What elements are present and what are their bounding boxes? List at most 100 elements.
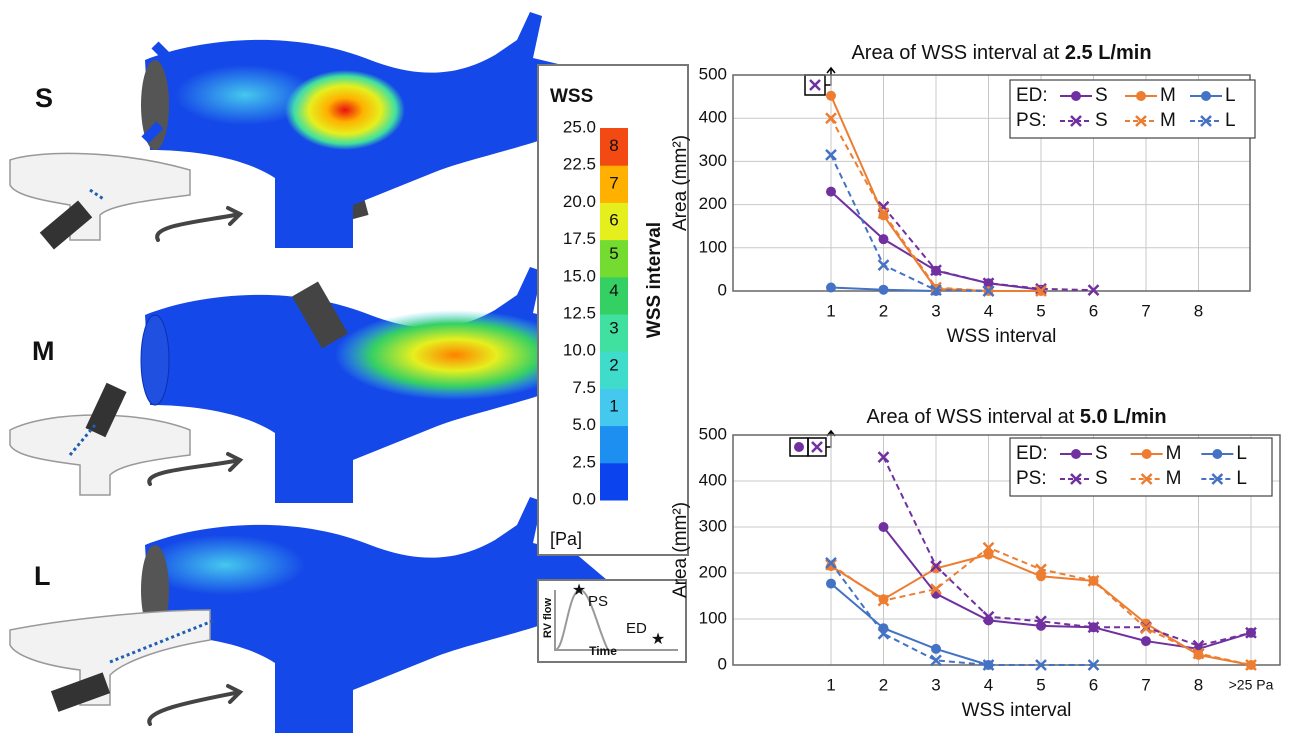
colorbar-segment xyxy=(600,202,628,241)
data-point xyxy=(1035,282,1047,295)
data-point xyxy=(982,541,995,554)
data-point xyxy=(877,451,890,463)
line-chart: Area of WSS interval at 5.0 L/min 0 100 200… xyxy=(670,406,1281,721)
series-line xyxy=(882,206,1094,292)
interval-label: 7 xyxy=(609,173,618,192)
x-tick-label: 3 xyxy=(931,675,940,694)
data-point xyxy=(878,234,889,245)
data-point xyxy=(1036,571,1046,582)
data-point xyxy=(930,654,942,667)
y-tick-label: 100 xyxy=(699,237,727,256)
legend: ED: S M L PS: S M L xyxy=(1009,79,1256,139)
data-point xyxy=(1087,574,1100,587)
colorbar-segment xyxy=(600,276,628,315)
colorbar-tick-label: 2.5 xyxy=(572,452,596,471)
x-tick-label: 2 xyxy=(879,301,888,320)
x-tick-label: 7 xyxy=(1141,301,1150,320)
flow-y-label: RV flow xyxy=(542,597,554,638)
x-tick-label: 5 xyxy=(1036,301,1045,320)
panel-label: M xyxy=(32,336,55,366)
legend-label: L xyxy=(1236,443,1247,464)
colorbar: 0.0 2.5 5.0 7.5 10.0 12.5 15.0 17.5 20.0 22.5 25.0… xyxy=(563,117,628,508)
plot-frame xyxy=(732,434,1281,666)
y-tick-label: 500 xyxy=(699,64,727,83)
data-point xyxy=(982,659,995,671)
x-tick-label: 3 xyxy=(931,301,940,320)
y-tick-label: 0 xyxy=(718,654,727,673)
legend-marker xyxy=(1211,473,1224,485)
flow-inset-frame xyxy=(537,579,687,663)
line-chart: Area of WSS interval at 2.5 L/min 0 100 200… xyxy=(670,42,1256,347)
data-point xyxy=(826,578,836,589)
vessel-render-s xyxy=(141,12,611,248)
data-point xyxy=(878,522,889,532)
interval-label: 3 xyxy=(609,318,618,337)
y-tick-label: 300 xyxy=(699,516,727,535)
star: ★ xyxy=(572,582,586,599)
colorbar-segment xyxy=(600,165,628,203)
legend: ED: S M L PS: S M L xyxy=(1009,437,1273,497)
interval-label: 8 xyxy=(609,136,618,155)
x-tick-label: >25 Pa xyxy=(1229,677,1274,693)
data-point xyxy=(931,643,941,654)
series-line xyxy=(830,582,989,666)
y-axis-label: Area (mm²) xyxy=(670,135,691,231)
legend-marker xyxy=(1140,473,1153,485)
colorbar-tick-label: 0.0 xyxy=(572,489,596,508)
data-point xyxy=(877,627,890,640)
legend-marker xyxy=(1070,473,1082,485)
title-text: Area of WSS interval at xyxy=(851,42,1064,64)
x-tick-label: 8 xyxy=(1194,675,1203,694)
data-point xyxy=(931,563,941,574)
series-line xyxy=(830,154,989,292)
data-point xyxy=(930,264,942,277)
overflow-indicator xyxy=(789,66,836,457)
panel-label: S xyxy=(35,83,53,113)
colorbar-tick-label: 5.0 xyxy=(572,415,596,434)
data-point xyxy=(826,90,836,101)
data-point xyxy=(1141,636,1151,647)
legend-frame xyxy=(1009,79,1256,139)
data-point xyxy=(930,583,942,595)
data-point xyxy=(1245,626,1257,639)
data-point xyxy=(878,284,889,295)
y-tick-label: 400 xyxy=(699,470,727,489)
legend-label: M xyxy=(1166,443,1182,464)
data-point xyxy=(930,284,942,297)
colorbar-tick-label: 17.5 xyxy=(563,229,596,248)
y-tick-label: 0 xyxy=(718,280,727,299)
vessel-render-m xyxy=(140,267,611,503)
legend-label: S xyxy=(1095,110,1108,131)
x-tick-label: 2 xyxy=(879,675,888,694)
legend-marker xyxy=(1071,91,1081,101)
title-text: Area of WSS interval at xyxy=(866,406,1079,428)
legend-label: S xyxy=(1095,443,1108,464)
data-point xyxy=(1087,284,1100,297)
model-thumbnails xyxy=(9,152,216,712)
flow-x-label: Time xyxy=(589,644,617,658)
x-axis-label: WSS interval xyxy=(962,700,1072,721)
flow-end-label: ED xyxy=(626,620,647,637)
legend-group-label: PS: xyxy=(1016,110,1047,131)
data-point xyxy=(983,549,994,560)
colorbar-title: WSS xyxy=(550,86,593,107)
colorbar-segment xyxy=(600,128,628,166)
x-axis-label: WSS interval xyxy=(947,326,1057,347)
legend-marker xyxy=(1201,91,1211,101)
colorbar-segment xyxy=(600,388,628,427)
data-point xyxy=(825,149,837,161)
colorbar-segment xyxy=(600,425,628,464)
legend-marker xyxy=(1200,115,1212,127)
colorbar-tick-label: 20.0 xyxy=(563,192,596,211)
data-point xyxy=(1192,647,1205,660)
colorbar-tick-label: 10.0 xyxy=(563,341,596,360)
series-line xyxy=(882,526,1252,650)
title-emphasis: 5.0 L/min xyxy=(1080,406,1167,428)
colorbar-segment xyxy=(600,351,628,389)
legend-label: L xyxy=(1225,85,1236,106)
legend-label: M xyxy=(1166,468,1182,489)
data-point xyxy=(1035,615,1047,628)
interval-label: 5 xyxy=(609,244,618,263)
legend-label: S xyxy=(1095,468,1108,489)
data-point xyxy=(930,560,942,572)
